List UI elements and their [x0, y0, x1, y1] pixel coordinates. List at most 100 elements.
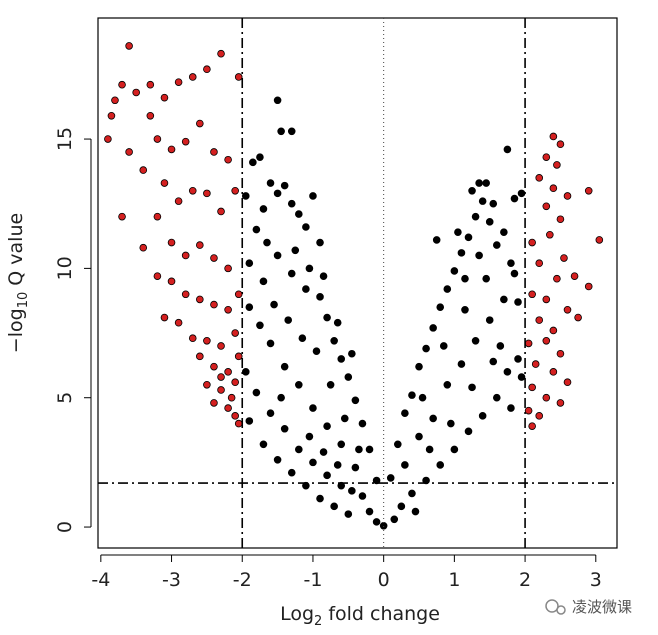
point: [415, 432, 423, 441]
point: [333, 461, 342, 469]
point: [574, 313, 582, 322]
point: [323, 471, 331, 480]
point: [167, 238, 176, 247]
y-tick-label: 5: [54, 392, 76, 404]
point: [464, 233, 473, 242]
point: [252, 225, 261, 234]
point: [139, 243, 148, 252]
point: [464, 427, 473, 436]
y-label-rest: Q value: [5, 213, 27, 292]
point: [563, 378, 572, 386]
point: [510, 194, 519, 203]
point: [496, 342, 505, 350]
point: [556, 140, 565, 149]
point: [436, 303, 445, 311]
point: [482, 179, 490, 187]
point: [174, 197, 183, 205]
point: [196, 241, 204, 249]
point: [153, 135, 162, 143]
point: [531, 360, 540, 368]
point: [471, 337, 480, 345]
point: [234, 352, 243, 361]
point: [556, 349, 565, 358]
point: [485, 218, 494, 226]
point: [234, 419, 243, 428]
point: [231, 329, 239, 337]
point: [203, 189, 211, 198]
point: [429, 414, 437, 423]
point: [224, 404, 232, 412]
point: [203, 380, 211, 389]
point: [146, 80, 155, 89]
point: [259, 205, 268, 213]
point: [224, 155, 232, 164]
point: [277, 393, 285, 402]
point: [528, 238, 536, 247]
point: [415, 362, 423, 371]
point: [422, 344, 430, 353]
point: [390, 515, 399, 524]
x-label-sub: 2: [314, 614, 322, 629]
point: [549, 184, 558, 193]
point: [542, 295, 551, 304]
point: [316, 494, 324, 503]
point: [528, 290, 536, 299]
point: [549, 368, 558, 376]
point: [372, 476, 381, 485]
point: [181, 251, 190, 260]
point: [160, 93, 169, 102]
point: [217, 207, 225, 216]
point: [556, 399, 565, 407]
point: [217, 49, 225, 58]
point: [270, 300, 278, 309]
y-tick-label: 0: [54, 521, 76, 533]
point: [330, 502, 338, 511]
point: [259, 277, 268, 286]
point: [379, 521, 388, 530]
point: [259, 440, 268, 449]
point: [280, 424, 289, 433]
point: [210, 254, 218, 262]
point: [319, 448, 328, 456]
point: [323, 313, 331, 322]
point: [125, 148, 133, 156]
point: [217, 373, 225, 381]
point: [295, 445, 303, 454]
point: [429, 324, 437, 332]
point: [528, 422, 536, 430]
point: [302, 481, 310, 490]
point: [277, 127, 285, 136]
point: [203, 65, 211, 74]
point: [394, 440, 402, 449]
point: [323, 422, 331, 430]
point: [298, 334, 307, 343]
point: [125, 42, 133, 50]
point: [309, 192, 317, 200]
point: [273, 96, 282, 105]
point: [241, 368, 250, 376]
point: [181, 137, 190, 146]
point: [188, 334, 197, 343]
point: [425, 445, 434, 454]
x-label-rest: fold change: [322, 603, 440, 625]
point: [408, 391, 416, 399]
point: [517, 373, 526, 381]
point: [217, 386, 225, 394]
point: [234, 73, 243, 81]
point: [563, 305, 572, 314]
point: [492, 241, 501, 249]
x-tick-label: -3: [162, 569, 181, 591]
point: [305, 432, 314, 441]
point: [454, 228, 462, 236]
point: [468, 383, 476, 392]
point: [524, 406, 533, 415]
point: [146, 111, 155, 120]
point: [436, 461, 445, 469]
point: [153, 212, 162, 221]
y-axis-label: −log10 Q value: [5, 213, 31, 353]
point: [210, 362, 218, 371]
point: [401, 409, 409, 418]
point: [549, 132, 558, 141]
point: [174, 318, 183, 327]
